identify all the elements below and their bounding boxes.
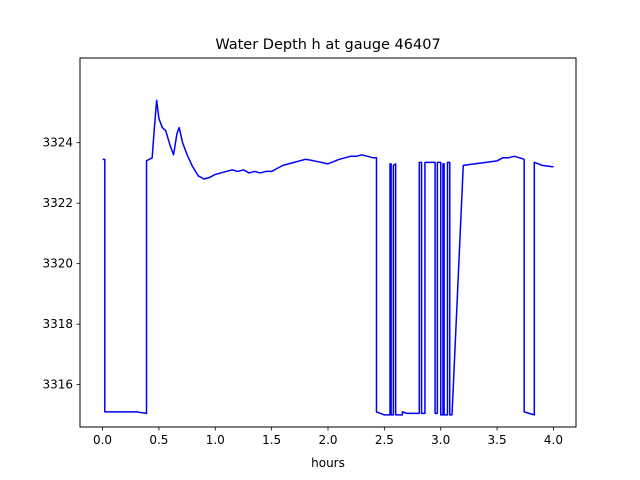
y-tick-label: 3320 — [42, 257, 73, 271]
x-tick-label: 2.0 — [318, 433, 337, 447]
x-axis: 0.0 0.5 1.0 1.5 2.0 2.5 3.0 3.5 4.0 — [93, 427, 563, 447]
x-tick-label: 0.0 — [93, 433, 112, 447]
y-tick-label: 3318 — [42, 317, 73, 331]
x-tick-label: 1.0 — [206, 433, 225, 447]
x-tick-label: 1.5 — [262, 433, 281, 447]
y-axis: 3316 3318 3320 3322 3324 — [42, 136, 80, 392]
chart-title: Water Depth h at gauge 46407 — [215, 37, 440, 53]
y-tick-label: 3324 — [42, 136, 73, 150]
plot-area — [80, 58, 576, 427]
series-line — [102, 99, 554, 416]
series-layer — [102, 99, 554, 416]
x-tick-label: 2.5 — [375, 433, 394, 447]
x-tick-label: 3.0 — [431, 433, 450, 447]
y-tick-label: 3322 — [42, 196, 73, 210]
x-tick-label: 4.0 — [544, 433, 563, 447]
x-axis-label: hours — [311, 456, 345, 470]
y-tick-label: 3316 — [42, 378, 73, 392]
x-tick-label: 3.5 — [488, 433, 507, 447]
x-tick-label: 0.5 — [149, 433, 168, 447]
